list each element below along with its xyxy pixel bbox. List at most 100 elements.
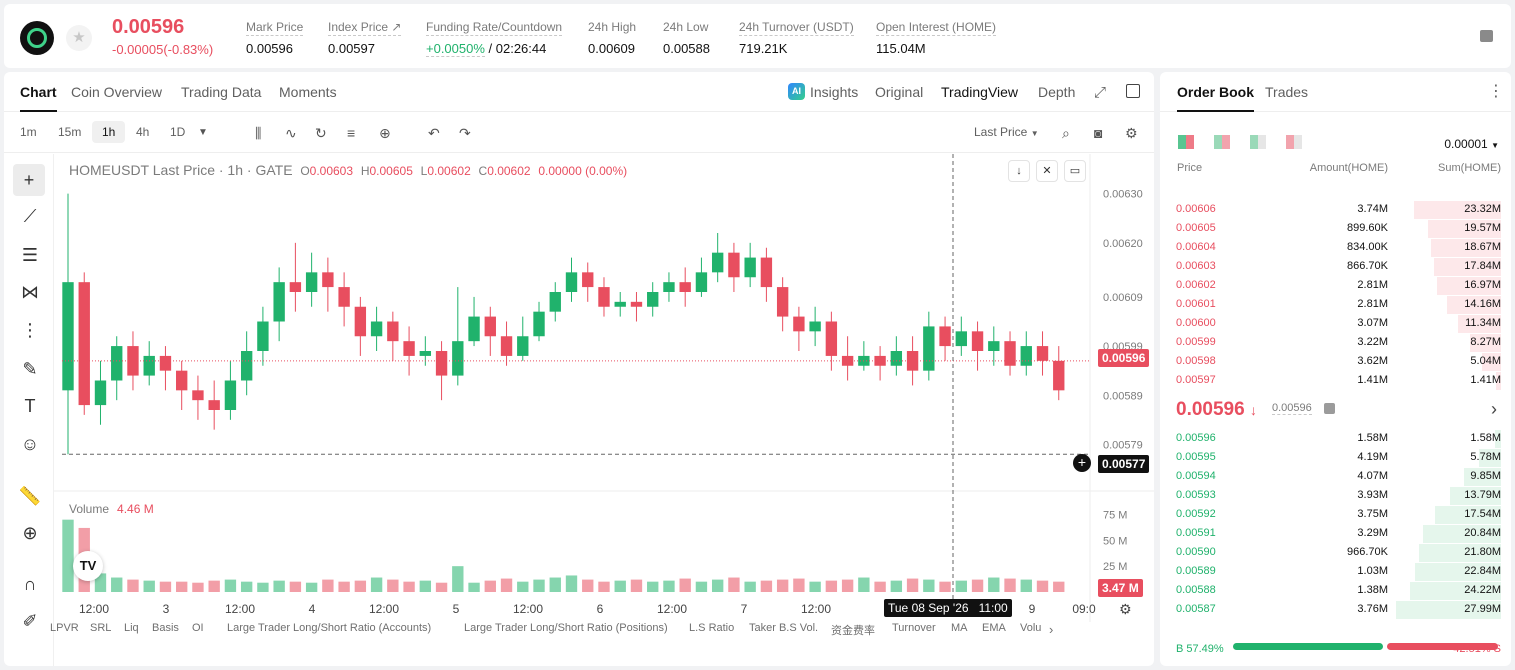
indicator-taker-vol[interactable]: Taker B.S Vol. — [749, 622, 819, 634]
indicator-srl[interactable]: SRL — [90, 622, 112, 634]
ask-row[interactable]: 0.00597 1.41M 1.41M — [1160, 371, 1511, 390]
indicator-lt-positions[interactable]: Large Trader Long/Short Ratio (Positions… — [464, 622, 668, 634]
zoom-in-icon[interactable]: ⊕ — [22, 523, 38, 543]
reset-view-icon[interactable]: ▭ — [1064, 160, 1086, 182]
timeframe-15m[interactable]: 15m — [58, 125, 82, 139]
ask-row[interactable]: 0.00600 3.07M 11.34M — [1160, 314, 1511, 333]
tab-original[interactable]: Original — [875, 84, 924, 100]
add-alert-icon[interactable]: + — [1073, 454, 1091, 472]
scroll-down-icon[interactable]: ↓ — [1008, 160, 1030, 182]
indicator-ls-ratio[interactable]: L.S Ratio — [689, 622, 735, 634]
pattern-icon[interactable]: ⋈ — [21, 282, 39, 302]
crosshair-icon[interactable]: + — [13, 164, 45, 196]
timeframe-1h[interactable]: 1h — [92, 121, 126, 143]
ask-row[interactable]: 0.00603 866.70K 17.84M — [1160, 257, 1511, 276]
timeframe-1m[interactable]: 1m — [20, 125, 37, 139]
indicator-ma[interactable]: MA — [951, 622, 968, 634]
templates-icon[interactable]: ≡ — [347, 125, 356, 141]
ask-row[interactable]: 0.00598 3.62M 5.04M — [1160, 352, 1511, 371]
tab-tradingview[interactable]: TradingView — [941, 84, 1019, 100]
stat-open-interest[interactable]: Open Interest (HOME) 115.04M — [876, 20, 997, 56]
tab-moments[interactable]: Moments — [279, 84, 337, 100]
bid-row[interactable]: 0.00588 1.38M 24.22M — [1160, 581, 1511, 600]
bid-row[interactable]: 0.00594 4.07M 9.85M — [1160, 467, 1511, 486]
indicator-liq[interactable]: Liq — [124, 622, 139, 634]
tab-coin-overview[interactable]: Coin Overview — [71, 84, 163, 100]
add-indicator-icon[interactable]: ⊕ — [379, 125, 391, 141]
view-split-icon[interactable] — [1214, 135, 1230, 149]
refresh-icon[interactable]: ↻ — [315, 125, 327, 141]
tab-insights[interactable]: Insights — [810, 84, 859, 100]
stat-24h-turnover[interactable]: 24h Turnover (USDT) 719.21K — [739, 20, 854, 56]
bid-row[interactable]: 0.00590 966.70K 21.80M — [1160, 543, 1511, 562]
text-icon[interactable]: T — [24, 396, 36, 416]
indicator-turnover[interactable]: Turnover — [892, 622, 936, 634]
ask-row[interactable]: 0.00604 834.00K 18.67M — [1160, 238, 1511, 257]
ruler-icon[interactable]: 📏 — [18, 486, 42, 506]
tradingview-logo-icon[interactable]: TV — [73, 551, 103, 581]
more-options-icon[interactable]: ⋮ — [1488, 83, 1504, 100]
ask-row[interactable]: 0.00602 2.81M 16.97M — [1160, 276, 1511, 295]
tab-trading-data[interactable]: Trading Data — [181, 84, 262, 100]
bid-row[interactable]: 0.00589 1.03M 22.84M — [1160, 562, 1511, 581]
ask-row[interactable]: 0.00599 3.22M 8.27M — [1160, 333, 1511, 352]
emoji-icon[interactable]: ☺ — [20, 434, 40, 454]
view-both-icon[interactable] — [1178, 135, 1194, 149]
indicator-lt-accounts[interactable]: Large Trader Long/Short Ratio (Accounts) — [227, 622, 432, 634]
indicator-oi[interactable]: OI — [192, 622, 204, 634]
horizontal-lines-icon[interactable]: ☰ — [21, 245, 39, 265]
indicators-icon[interactable]: ∿ — [285, 125, 297, 141]
camera-icon[interactable]: ◙ — [1094, 125, 1103, 141]
chart-area[interactable]: 0.00630 0.00620 0.00609 0.00599 0.00589 0.005… — [54, 154, 1154, 666]
depth-bar — [1427, 220, 1501, 238]
stat-mark-price[interactable]: Mark Price 0.00596 — [246, 20, 304, 56]
pencil-icon[interactable]: ✐ — [22, 611, 38, 631]
ask-row[interactable]: 0.00601 2.81M 14.16M — [1160, 295, 1511, 314]
view-asks-icon[interactable] — [1286, 135, 1302, 149]
tab-order-book[interactable]: Order Book — [1177, 84, 1255, 112]
settings-gear-icon[interactable]: ⚙ — [1125, 125, 1138, 141]
precision-select[interactable]: 0.00001 ▼ — [1444, 137, 1499, 151]
price-type-select[interactable]: Last Price ▼ — [974, 125, 1039, 139]
redo-icon[interactable]: ↷ — [459, 125, 471, 141]
indicator-ema[interactable]: EMA — [982, 622, 1006, 634]
bid-row[interactable]: 0.00596 1.58M 1.58M — [1160, 429, 1511, 448]
magnet-icon[interactable]: ∩ — [23, 574, 37, 594]
bid-row[interactable]: 0.00591 3.29M 20.84M — [1160, 524, 1511, 543]
axis-settings-icon[interactable]: ⚙ — [1119, 601, 1132, 617]
fib-icon[interactable]: ⋮ — [21, 320, 39, 340]
book-icon[interactable] — [1480, 30, 1493, 42]
view-bids-icon[interactable] — [1250, 135, 1266, 149]
chevron-right-icon[interactable]: › — [1049, 622, 1054, 637]
fullscreen-icon[interactable] — [1126, 84, 1140, 98]
stat-funding-rate[interactable]: Funding Rate/Countdown +0.0050% / 02:26:… — [426, 20, 563, 57]
tab-trades[interactable]: Trades — [1265, 84, 1309, 100]
indicator-funding-rate[interactable]: 资金费率 — [831, 625, 875, 637]
indicator-basis[interactable]: Basis — [152, 622, 179, 634]
order-amount: 4.07M — [1357, 470, 1388, 482]
candlestick-chart[interactable]: 0.006300.006200.006090.005990.005890.005… — [54, 154, 1154, 622]
bid-row[interactable]: 0.00595 4.19M 5.78M — [1160, 448, 1511, 467]
tab-depth[interactable]: Depth — [1038, 84, 1076, 100]
bid-row[interactable]: 0.00587 3.76M 27.99M — [1160, 600, 1511, 619]
brush-icon[interactable]: ✎ — [22, 359, 38, 379]
timeframe-4h[interactable]: 4h — [136, 125, 150, 139]
stat-index-price[interactable]: Index Price ↗ 0.00597 — [328, 20, 402, 56]
trendline-icon[interactable]: ⟋ — [23, 206, 37, 226]
bid-row[interactable]: 0.00593 3.93M 13.79M — [1160, 486, 1511, 505]
favorite-star-icon[interactable]: ★ — [66, 25, 92, 51]
expand-icon[interactable]: ⤢ — [1094, 84, 1107, 101]
search-icon[interactable]: ⌕ — [1062, 125, 1070, 141]
chevron-right-icon[interactable]: › — [1491, 399, 1497, 419]
indicator-volume[interactable]: Volu — [1020, 622, 1042, 634]
ask-row[interactable]: 0.00605 899.60K 19.57M — [1160, 219, 1511, 238]
bid-row[interactable]: 0.00592 3.75M 17.54M — [1160, 505, 1511, 524]
tab-chart[interactable]: Chart — [20, 84, 57, 112]
timeframe-1d[interactable]: 1D — [170, 125, 186, 139]
ask-row[interactable]: 0.00606 3.74M 23.32M — [1160, 200, 1511, 219]
timeframe-dropdown-icon[interactable]: ▼ — [198, 127, 208, 138]
undo-icon[interactable]: ↶ — [428, 125, 440, 141]
candle-type-icon[interactable]: ⫼ — [255, 125, 262, 141]
collapse-icon[interactable]: ✕ — [1036, 160, 1058, 182]
indicator-lpvr[interactable]: LPVR — [50, 622, 79, 634]
